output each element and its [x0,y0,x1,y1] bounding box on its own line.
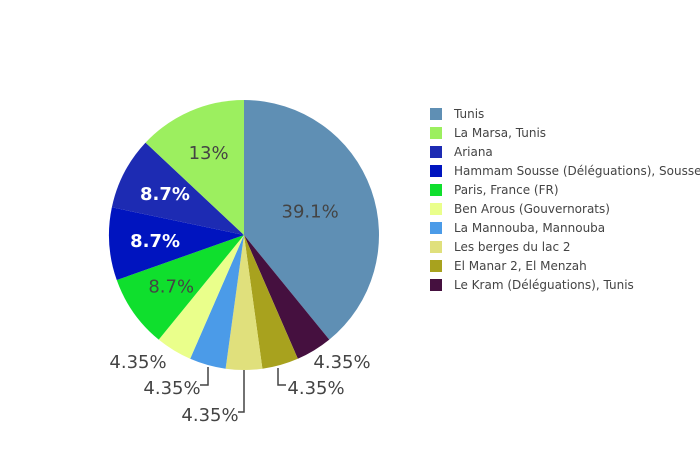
legend-label: Tunis [453,107,484,121]
legend-swatch [430,222,442,234]
pie-slice[interactable] [108,207,244,281]
slice-percent-label: 8.7% [130,231,180,252]
legend-swatch [430,165,442,177]
legend-label: La Mannouba, Mannouba [454,221,605,235]
legend-label: La Marsa, Tunis [454,126,546,140]
pie-slice[interactable] [244,100,379,340]
legend[interactable]: Tunis La Marsa, Tunis Ariana Hammam Sousse … [430,107,700,292]
legend-label: Ben Arous (Gouvernorats) [454,202,610,216]
legend-item[interactable]: Tunis [430,107,484,121]
legend-label: Le Kram (Déléguations), Tunis [454,278,634,292]
slice-percent-label: 4.35% [143,378,200,399]
pie-slice[interactable] [244,235,298,369]
legend-item[interactable]: Les berges du lac 2 [430,240,570,254]
pie-slice[interactable] [190,235,244,369]
slice-percent-label: 4.35% [287,378,344,399]
leader-line [238,370,245,413]
legend-label: Hammam Sousse (Déléguations), Sousse [454,164,700,178]
legend-item[interactable]: La Mannouba, Mannouba [430,221,605,235]
leader-line [200,367,209,386]
slice-percent-label: 4.35% [313,352,370,373]
legend-swatch [430,108,442,120]
legend-item[interactable]: El Manar 2, El Menzah [430,259,587,273]
legend-swatch [430,184,442,196]
leader-lines [200,367,286,413]
pie-slice[interactable] [244,235,330,359]
legend-swatch [430,279,442,291]
legend-label: Ariana [454,145,493,159]
slice-percent-label: 8.7% [140,184,190,205]
slice-percent-label: 13% [189,143,229,164]
pie-slice[interactable] [116,235,244,340]
legend-swatch [430,203,442,215]
legend-item[interactable]: Paris, France (FR) [430,183,559,197]
pie-slice[interactable] [145,100,244,235]
legend-item[interactable]: Ben Arous (Gouvernorats) [430,202,610,216]
pie-slices [108,100,379,370]
legend-swatch [430,127,442,139]
pie-slice[interactable] [111,142,245,235]
pie-slice[interactable] [225,235,263,370]
legend-item[interactable]: Le Kram (Déléguations), Tunis [430,278,634,292]
slice-percent-label: 39.1% [282,202,339,223]
slice-labels: 39.1% 4.35% 4.35% 4.35% 4.35% 4.35% 8.7% 8.7% 8.… [109,143,370,426]
legend-item[interactable]: Ariana [430,145,493,159]
leader-line [277,368,286,386]
legend-item[interactable]: Hammam Sousse (Déléguations), Sousse [430,164,700,178]
legend-label: El Manar 2, El Menzah [454,259,587,273]
legend-swatch [430,260,442,272]
slice-percent-label: 4.35% [181,405,238,426]
legend-swatch [430,146,442,158]
legend-swatch [430,241,442,253]
legend-label: Paris, France (FR) [454,183,559,197]
pie-slice[interactable] [158,235,244,359]
legend-item[interactable]: La Marsa, Tunis [430,126,546,140]
legend-label: Les berges du lac 2 [454,240,570,254]
slice-percent-label: 8.7% [148,276,194,297]
slice-percent-label: 4.35% [109,352,166,373]
